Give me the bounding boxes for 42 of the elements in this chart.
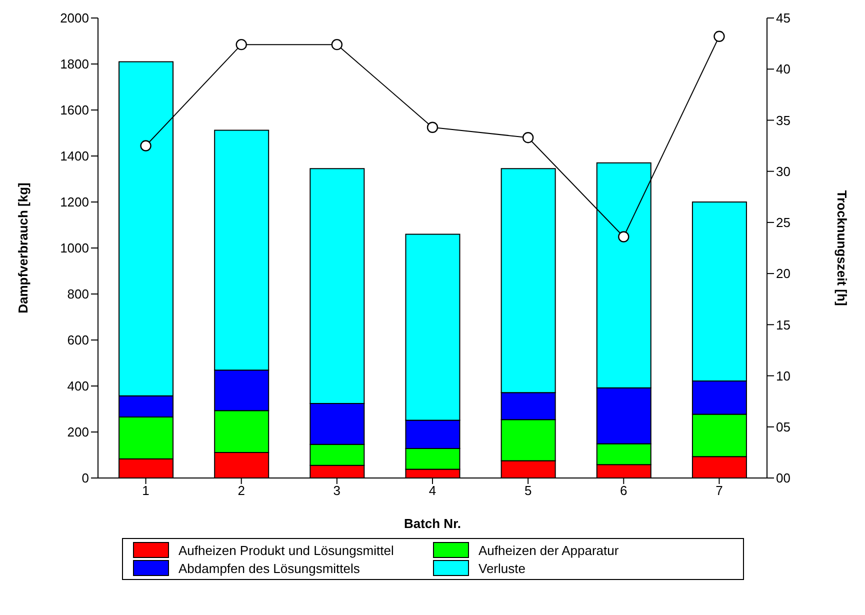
x-tick-label: 6: [620, 483, 628, 498]
y-tick-label: 1600: [60, 102, 89, 118]
x-tick-label: 1: [142, 483, 150, 498]
point: [426, 122, 438, 133]
point: [236, 38, 247, 50]
y2-tick-label: 35: [776, 112, 790, 128]
y2-tick-label: 40: [776, 62, 790, 77]
y2-tick-label: 10: [776, 368, 790, 384]
y-tick-label: 2000: [60, 10, 89, 26]
y2-tick-label: 15: [776, 317, 790, 332]
legend-label: Aufheizen Produkt und Lösungsmittel: [178, 542, 394, 558]
x-tick-label: 4: [428, 483, 436, 498]
y-tick-label: 600: [67, 332, 89, 348]
y-tick-label: 800: [67, 286, 89, 302]
y-tick-label: 1400: [60, 148, 89, 164]
y2-tick-label: 45: [776, 10, 790, 26]
legend-label: Verluste: [478, 560, 526, 576]
x-tick-label: 2: [238, 483, 245, 498]
x-tick-label: 3: [333, 483, 341, 498]
point: [140, 140, 152, 152]
y2-tick-label: 00: [776, 470, 790, 486]
y-tick-label: 1000: [60, 240, 89, 256]
y-axis-title: Dampfverbrauch [kg]: [16, 182, 31, 314]
point: [618, 231, 630, 242]
y2-tick-label: 25: [776, 215, 790, 230]
y-tick-label: 1200: [60, 194, 89, 210]
y2-tick-label: 20: [776, 266, 790, 282]
y-tick-label: 0: [82, 470, 89, 486]
y-tick-label: 1800: [60, 56, 89, 72]
x-tick-label: 5: [524, 483, 532, 498]
legend-label: Aufheizen der Apparatur: [478, 542, 619, 558]
y2-axis-title: Trocknungszeit [h]: [834, 190, 850, 306]
point: [714, 30, 725, 42]
y2-tick-label: 05: [776, 420, 790, 435]
point: [522, 132, 534, 144]
y2-tick-label: 30: [776, 164, 790, 179]
y-tick-label: 400: [67, 378, 89, 394]
x-axis-title: Batch Nr.: [404, 516, 462, 531]
point: [331, 38, 343, 50]
legend-label: Abdampfen des Lösungsmittels: [178, 560, 360, 576]
y-tick-label: 200: [67, 424, 89, 440]
x-tick-label: 7: [716, 483, 723, 498]
